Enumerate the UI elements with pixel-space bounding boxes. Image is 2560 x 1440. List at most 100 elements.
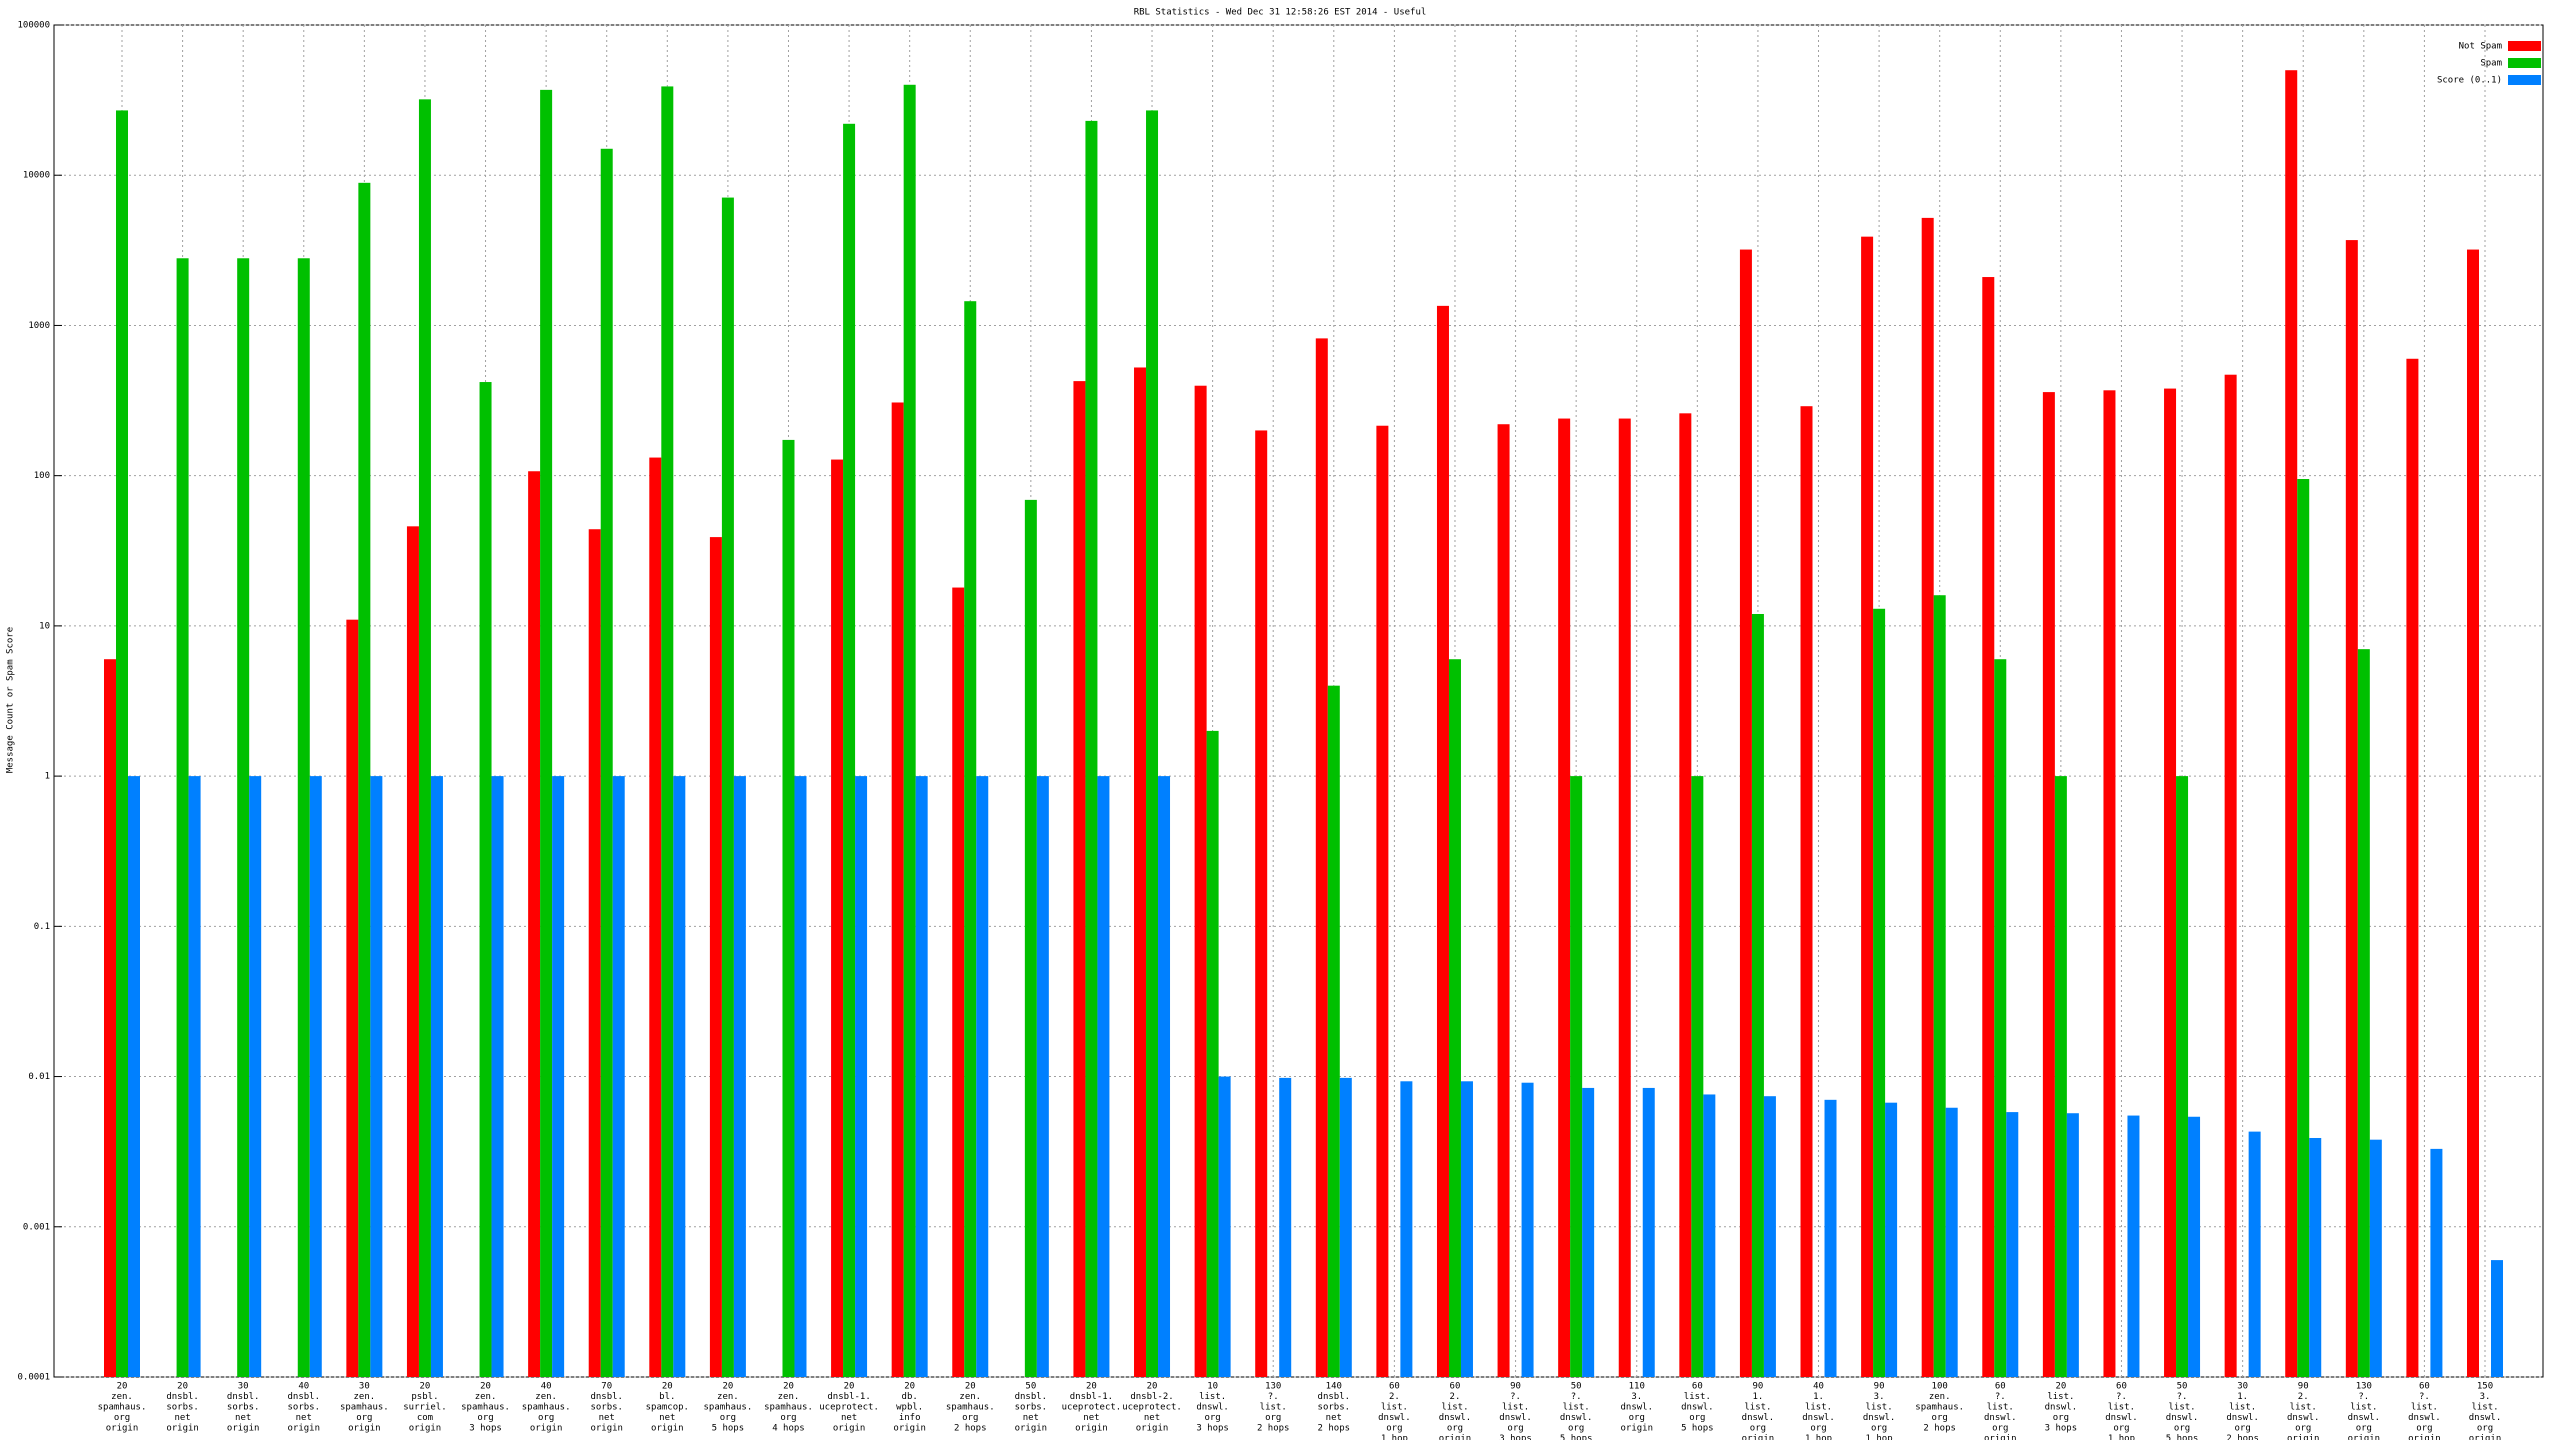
x-tick-label: org <box>2477 1424 2493 1434</box>
x-tick-label: sorbs. <box>1318 1403 1351 1413</box>
x-tick-label: list. <box>1441 1403 1468 1413</box>
x-tick-label: 20 <box>904 1382 915 1392</box>
bar <box>1085 120 1098 1377</box>
x-tick-label: spamhaus. <box>461 1403 510 1413</box>
x-tick-label: 2. <box>1450 1392 1461 1402</box>
y-tick-label: 0.0001 <box>17 1373 50 1383</box>
bar <box>1339 1077 1352 1377</box>
x-tick-label: net <box>296 1413 312 1423</box>
bar <box>1097 776 1110 1377</box>
x-tick-label: surriel. <box>403 1403 446 1413</box>
bar <box>843 123 856 1378</box>
x-tick-label: 40 <box>298 1382 309 1392</box>
x-tick-label: 50 <box>1025 1382 1036 1392</box>
bar <box>1255 430 1268 1377</box>
x-tick-label: 20 <box>2055 1382 2066 1392</box>
x-tick-label: origin <box>409 1424 442 1434</box>
x-tick-label: zen. <box>959 1392 981 1402</box>
x-tick-label: 3. <box>1874 1392 1885 1402</box>
x-tick-label: ?. <box>1571 1392 1582 1402</box>
y-tick-label: 100 <box>34 471 50 481</box>
bar <box>1739 249 1752 1377</box>
bar <box>249 776 262 1377</box>
x-tick-label: dnsbl. <box>1318 1392 1351 1402</box>
bar <box>370 776 383 1377</box>
x-tick-label: wpbl. <box>896 1403 923 1413</box>
bar <box>1921 217 1934 1378</box>
x-tick-label: org <box>2174 1424 2190 1434</box>
x-tick-label: 20 <box>480 1382 491 1392</box>
x-tick-label: dnsbl. <box>227 1392 260 1402</box>
bar <box>1582 1087 1595 1377</box>
bar <box>1073 381 1086 1377</box>
bar <box>649 457 662 1377</box>
x-tick-label: psbl. <box>411 1392 438 1402</box>
bar <box>588 529 601 1377</box>
x-tick-label: 20 <box>177 1382 188 1392</box>
x-tick-label: dnsbl. <box>1015 1392 1048 1402</box>
x-tick-label: spamhaus. <box>340 1403 389 1413</box>
x-tick-label: list. <box>1805 1403 1832 1413</box>
bar <box>600 148 613 1377</box>
x-tick-label: dnswl. <box>1681 1403 1714 1413</box>
bar <box>1036 776 1049 1377</box>
bar <box>1945 1107 1958 1377</box>
bar <box>976 776 989 1377</box>
x-tick-label: 50 <box>2177 1382 2188 1392</box>
x-tick-label: list. <box>1684 1392 1711 1402</box>
x-tick-label: 40 <box>541 1382 552 1392</box>
bar <box>128 776 140 1377</box>
bar <box>1146 110 1159 1378</box>
bar <box>430 776 443 1377</box>
x-tick-label: 50 <box>1571 1382 1582 1392</box>
bar <box>1376 425 1389 1377</box>
x-tick-label: spamhaus. <box>946 1403 995 1413</box>
x-tick-label: origin <box>1984 1434 2017 1440</box>
bar <box>104 659 116 1377</box>
x-tick-label: 140 <box>1326 1382 1342 1392</box>
x-tick-label: 90 <box>1753 1382 1764 1392</box>
x-tick-label: 30 <box>238 1382 249 1392</box>
y-tick-label: 1000 <box>28 321 50 331</box>
x-tick-label: list. <box>1260 1403 1287 1413</box>
bar <box>2297 479 2310 1377</box>
x-tick-label: dnsbl. <box>590 1392 623 1402</box>
x-tick-label: origin <box>166 1424 199 1434</box>
bar <box>2127 1115 2140 1377</box>
x-tick-label: dnsbl-2. <box>1130 1392 1173 1402</box>
x-tick-label: dnswl. <box>2287 1413 2320 1423</box>
bar <box>1679 413 1692 1377</box>
x-tick-label: dnswl. <box>2045 1403 2078 1413</box>
x-tick-label: org <box>1992 1424 2008 1434</box>
x-tick-label: net <box>235 1413 251 1423</box>
x-tick-label: 1 hop <box>1381 1434 1408 1440</box>
x-tick-label: 90 <box>1510 1382 1521 1392</box>
bar <box>1558 418 1571 1377</box>
x-tick-label: org <box>1447 1424 1463 1434</box>
x-tick-label: zen. <box>1929 1392 1951 1402</box>
bar <box>1436 305 1449 1377</box>
x-tick-label: 20 <box>662 1382 673 1392</box>
x-tick-label: 90 <box>1874 1382 1885 1392</box>
bar <box>2054 776 2067 1377</box>
bar <box>1400 1081 1413 1377</box>
x-tick-label: list. <box>1563 1403 1590 1413</box>
bar <box>479 382 492 1377</box>
x-tick-label: net <box>841 1413 857 1423</box>
legend-swatch <box>2508 41 2541 51</box>
x-tick-label: net <box>1083 1413 1099 1423</box>
bar <box>964 301 977 1378</box>
bar <box>1618 418 1631 1377</box>
bar <box>1570 776 1583 1377</box>
bar <box>1824 1099 1837 1377</box>
x-tick-label: ?. <box>1995 1392 2006 1402</box>
bar <box>1763 1096 1776 1377</box>
x-tick-label: origin <box>2287 1434 2320 1440</box>
y-tick-label: 1 <box>45 772 50 782</box>
x-tick-label: list. <box>2411 1403 2438 1413</box>
bar <box>2006 1112 2019 1377</box>
bar <box>1460 1081 1473 1377</box>
bar <box>1885 1102 1898 1377</box>
x-tick-label: ?. <box>2419 1392 2430 1402</box>
x-tick-label: 60 <box>2116 1382 2127 1392</box>
